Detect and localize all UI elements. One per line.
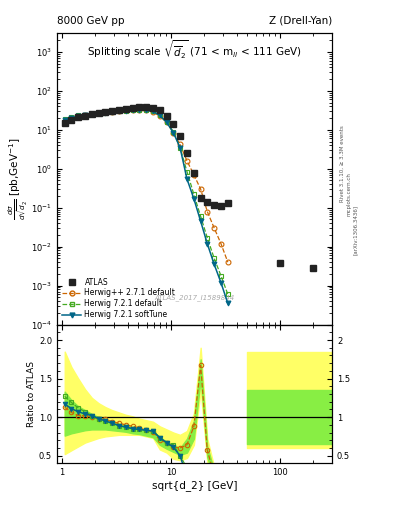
Y-axis label: Ratio to ATLAS: Ratio to ATLAS	[27, 361, 36, 427]
Text: Z (Drell-Yan): Z (Drell-Yan)	[269, 16, 332, 26]
X-axis label: sqrt{d_2} [GeV]: sqrt{d_2} [GeV]	[152, 480, 237, 491]
Text: ATLAS_2017_I1589844: ATLAS_2017_I1589844	[154, 294, 235, 302]
Y-axis label: $\frac{d\sigma}{d\sqrt{d_2}}$ [pb,GeV$^{-1}$]: $\frac{d\sigma}{d\sqrt{d_2}}$ [pb,GeV$^{…	[6, 138, 29, 220]
Text: mcplots.cern.ch: mcplots.cern.ch	[347, 173, 352, 217]
Text: [arXiv:1306.3436]: [arXiv:1306.3436]	[353, 205, 358, 255]
Text: Splitting scale $\sqrt{\overline{d}_2}$ (71 < m$_{ll}$ < 111 GeV): Splitting scale $\sqrt{\overline{d}_2}$ …	[87, 39, 302, 61]
Text: 8000 GeV pp: 8000 GeV pp	[57, 16, 125, 26]
Text: Rivet 3.1.10, ≥ 3.3M events: Rivet 3.1.10, ≥ 3.3M events	[340, 125, 345, 202]
Legend: ATLAS, Herwig++ 2.7.1 default, Herwig 7.2.1 default, Herwig 7.2.1 softTune: ATLAS, Herwig++ 2.7.1 default, Herwig 7.…	[61, 276, 177, 321]
